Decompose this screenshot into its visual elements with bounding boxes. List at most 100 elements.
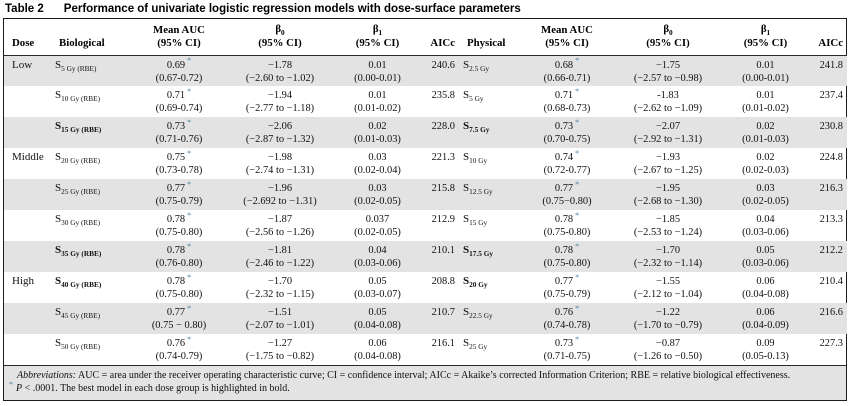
- bio-beta0-cell: −1.98 (−2.74 to −1.31): [245, 152, 315, 177]
- phys-mean-auc-cell: 0.73 * (0.70-0.75): [543, 117, 591, 146]
- bio-aicc-cell: 240.6: [431, 59, 455, 71]
- asterisk-marker: *: [187, 303, 192, 313]
- bio-mean-auc-cell: 0.78 * (0.76-0.80): [155, 241, 203, 270]
- phys-beta1-cell: 0.03 (0.02-0.05): [742, 183, 789, 208]
- phys-beta1-cell: 0.09 (0.05-0.13): [742, 338, 789, 363]
- table-body: Low S5 Gy (RBE) 0.69 * (0.67-0.72) −1.78(…: [4, 55, 847, 365]
- phys-aicc-cell: 230.8: [819, 121, 843, 133]
- bio-beta1-cell: 0.037 (0.02-0.05): [354, 214, 401, 239]
- table-row: Middle S20 Gy (RBE) 0.75 * (0.73-0.78) −1…: [4, 148, 847, 179]
- biological-parameter: S20 Gy (RBE): [55, 151, 101, 166]
- phys-beta0-cell: −1.93 (−2.67 to −1.25): [633, 152, 703, 177]
- significance-footnote: * P < .0001. The best model in each dose …: [9, 379, 290, 395]
- phys-beta0-cell: −0.87 (−1.26 to −0.50): [633, 338, 703, 363]
- asterisk-marker: *: [187, 241, 192, 251]
- dose-group-label: [4, 117, 51, 148]
- phys-beta0-cell: -1.83 (−2.62 to −1.09): [633, 90, 703, 115]
- phys-beta1-cell: 0.06 (0.04-0.08): [742, 276, 789, 301]
- phys-aicc-cell: 227.3: [819, 338, 843, 350]
- col-header-mean-auc-bio: Mean AUC (95% CI): [134, 19, 224, 56]
- phys-mean-auc-cell: 0.77 * (0.75−0.80): [542, 179, 592, 208]
- biological-parameter: S35 Gy (RBE): [55, 244, 102, 259]
- table-row: S10 Gy (RBE) 0.71 * (0.69-0.74) −1.94 (−2.…: [4, 86, 847, 117]
- bio-aicc-cell: 215.8: [431, 183, 455, 195]
- table-row: S30 Gy (RBE) 0.78 * (0.75-0.80) −1.87 (−2.…: [4, 210, 847, 241]
- asterisk-marker: *: [9, 379, 13, 389]
- physical-parameter: S10 Gy: [463, 151, 488, 166]
- bio-aicc-cell: 210.7: [431, 307, 455, 319]
- phys-mean-auc-cell: 0.78 * (0.75-0.80): [543, 210, 591, 239]
- bio-beta1-cell: 0.03 (0.02-0.04): [354, 152, 401, 177]
- table-row: S50 Gy (RBE) 0.76 * (0.74-0.79) −1.27 (−1.…: [4, 334, 847, 365]
- asterisk-marker: *: [575, 241, 580, 251]
- biological-parameter: S50 Gy (RBE): [55, 337, 101, 352]
- header-row: Dose Biological Mean AUC (95% CI) β0 (95%…: [4, 19, 847, 56]
- table-row: High S40 Gy (RBE) 0.78 * (0.75-0.80) −1.7…: [4, 272, 847, 303]
- bio-aicc-cell: 210.1: [431, 245, 455, 257]
- bio-mean-auc-cell: 0.78 * (0.75-0.80): [155, 272, 203, 301]
- dose-group-label: Middle: [12, 151, 44, 164]
- col-header-biological: Biological: [51, 19, 134, 56]
- phys-aicc-cell: 216.6: [819, 307, 843, 319]
- phys-beta0-cell: −1.70 (−2.32 to −1.14): [633, 245, 703, 270]
- asterisk-marker: *: [187, 148, 192, 158]
- phys-mean-auc-cell: 0.77 * (0.75-0.79): [543, 272, 591, 301]
- table-caption: Performance of univariate logistic regre…: [63, 3, 521, 15]
- physical-parameter: S15 Gy: [463, 213, 488, 228]
- phys-beta0-cell: −1.22 (−1.70 to −0.79): [633, 307, 703, 332]
- bio-beta1-cell: 0.02 (0.01-0.03): [354, 121, 401, 146]
- phys-mean-auc-cell: 0.68 * (0.66-0.71): [543, 56, 591, 84]
- bio-beta0-cell: −1.87 (−2.56 to −1.26): [245, 214, 315, 239]
- phys-beta1-cell: 0.05 (0.03-0.06): [742, 245, 789, 270]
- phys-aicc-cell: 210.4: [819, 276, 843, 288]
- dose-group-label: [4, 179, 51, 210]
- phys-aicc-cell: 237.4: [819, 90, 843, 102]
- phys-beta1-cell: 0.02 (0.02-0.03): [742, 152, 789, 177]
- asterisk-marker: *: [575, 272, 580, 282]
- bio-beta0-cell: −1.78 (−2.60 to −1.02): [245, 59, 315, 84]
- results-table: Dose Biological Mean AUC (95% CI) β0 (95%…: [4, 19, 847, 365]
- asterisk-marker: *: [187, 210, 192, 220]
- asterisk-marker: *: [187, 179, 192, 189]
- phys-beta1-cell: 0.06 (0.04-0.09): [742, 307, 789, 332]
- table-row: S35 Gy (RBE) 0.78 * (0.76-0.80) −1.81 (−2.…: [4, 241, 847, 273]
- bio-beta1-cell: 0.05 (0.03-0.07): [354, 276, 401, 301]
- physical-parameter: S20 Gy: [463, 275, 488, 290]
- table-row: S15 Gy (RBE) 0.73 * (0.71-0.76) −2.06 (−2.…: [4, 117, 847, 149]
- bio-beta1-cell: 0.05 (0.04-0.08): [354, 307, 401, 332]
- bio-mean-auc-cell: 0.77 * (0.75 − 0.80): [151, 303, 207, 332]
- asterisk-marker: *: [575, 117, 580, 127]
- biological-parameter: S15 Gy (RBE): [55, 120, 102, 135]
- physical-parameter: S7.5 Gy: [463, 120, 490, 135]
- asterisk-marker: *: [187, 56, 192, 66]
- phys-mean-auc-cell: 0.71 * (0.68-0.73): [543, 86, 591, 115]
- biological-parameter: S5 Gy (RBE): [55, 58, 97, 73]
- bio-beta0-cell: −2.06 (−2.87 to −1.32): [245, 121, 315, 146]
- bio-aicc-cell: 235.8: [431, 90, 455, 102]
- table-title: Table 2 Performance of univariate logisti…: [5, 3, 847, 15]
- col-header-beta0-phys: β0 (95% CI): [612, 19, 724, 56]
- asterisk-marker: *: [187, 272, 192, 282]
- bio-beta0-cell: −1.81 (−2.46 to −1.22): [245, 245, 315, 270]
- dose-group-label: [4, 210, 51, 241]
- physical-parameter: S12.5 Gy: [463, 182, 493, 197]
- phys-aicc-cell: 212.2: [819, 245, 843, 257]
- bio-beta1-cell: 0.03 (0.02-0.05): [354, 183, 401, 208]
- dose-group-label: [4, 334, 51, 365]
- biological-parameter: S30 Gy (RBE): [55, 213, 101, 228]
- bio-beta0-cell: −1.96 (−2.692 to −1.31): [243, 183, 317, 208]
- dose-group-label: Low: [12, 58, 33, 71]
- phys-mean-auc-cell: 0.73 * (0.71-0.75): [543, 334, 591, 363]
- bio-beta0-cell: −1.27 (−1.75 to −0.82): [245, 338, 315, 363]
- phys-beta1-cell: 0.01 (0.00-0.01): [742, 59, 789, 84]
- phys-beta0-cell: −2.07 (−2.92 to −1.31): [633, 121, 703, 146]
- col-header-aicc-phys: AICc: [807, 19, 847, 56]
- phys-beta1-cell: 0.02 (0.01-0.03): [742, 121, 789, 146]
- bio-mean-auc-cell: 0.69 * (0.67-0.72): [155, 56, 203, 84]
- phys-beta0-cell: −1.55 (−2.12 to −1.04): [633, 276, 703, 301]
- asterisk-marker: *: [575, 179, 580, 189]
- asterisk-marker: *: [187, 117, 192, 127]
- bio-mean-auc-cell: 0.73 * (0.71-0.76): [155, 117, 203, 146]
- bio-mean-auc-cell: 0.71 * (0.69-0.74): [155, 86, 203, 115]
